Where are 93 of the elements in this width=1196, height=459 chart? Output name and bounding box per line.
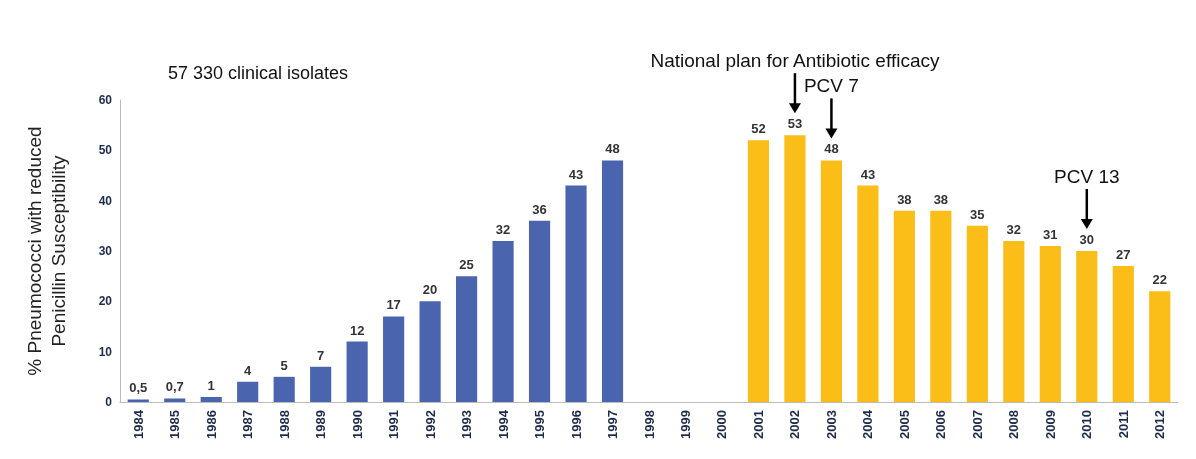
data-label: 17 [386, 297, 401, 313]
bar [1149, 291, 1171, 402]
data-label: 53 [787, 116, 803, 132]
x-tick-label: 2006 [933, 410, 949, 439]
data-label: 4 [244, 362, 253, 378]
data-label: 43 [568, 166, 584, 182]
x-tick-label: 1984 [130, 409, 146, 439]
data-label: 1 [207, 377, 215, 393]
x-tick-label: 2005 [896, 410, 912, 439]
bar [383, 316, 405, 402]
x-tick-label: 1991 [386, 410, 402, 439]
data-label: 43 [860, 166, 876, 182]
x-tick-label: 2007 [969, 410, 985, 439]
data-label: 7 [317, 347, 325, 363]
bar [200, 396, 222, 402]
x-tick-label: 1987 [240, 410, 256, 439]
x-tick-label: 2012 [1152, 410, 1168, 439]
bar [784, 135, 806, 402]
y-tick-label: 20 [98, 294, 113, 309]
x-tick-label: 2002 [787, 410, 803, 439]
bar [966, 225, 988, 402]
y-tick-label: 30 [98, 244, 113, 258]
y-tick-label: 60 [98, 93, 113, 107]
x-tick-label: 1985 [167, 410, 183, 439]
data-label: 30 [1079, 232, 1095, 247]
bar [1039, 245, 1061, 402]
data-label: 31 [1043, 226, 1058, 242]
data-label: 48 [605, 141, 620, 157]
bar [1003, 240, 1025, 402]
x-tick-label: 1996 [568, 410, 584, 439]
data-label: 32 [495, 221, 511, 237]
y-tick-label: 10 [98, 344, 113, 359]
data-label: 35 [970, 206, 985, 222]
x-tick-label: 2010 [1079, 410, 1095, 439]
bar [857, 185, 879, 402]
x-tick-label: 2000 [714, 410, 730, 439]
data-label: 52 [751, 121, 766, 137]
x-tick-label: 1989 [313, 410, 329, 439]
bar [164, 398, 186, 402]
data-label: 38 [933, 191, 949, 207]
data-label: 25 [459, 257, 474, 273]
text: 57 330 clinical isolates [168, 63, 349, 83]
x-tick-label: 1993 [459, 410, 475, 439]
annotation: PCV 7 [803, 75, 859, 97]
x-tick-label: 1988 [276, 410, 292, 439]
x-tick-label: 1992 [422, 410, 438, 439]
bar [127, 399, 149, 402]
x-tick-label: 1994 [495, 409, 511, 439]
data-label: 27 [1116, 247, 1131, 263]
bar [1076, 251, 1098, 402]
data-label: 5 [280, 357, 288, 373]
bar [930, 210, 952, 402]
data-label: 32 [1006, 221, 1022, 237]
data-label: 20 [422, 282, 438, 298]
y-tick-label: 40 [98, 193, 113, 208]
data-label: 0,5 [129, 380, 148, 396]
bar [601, 160, 624, 402]
x-tick-label: 2009 [1042, 410, 1058, 439]
annotation: National plan for Antibiotic efficacy [650, 50, 940, 72]
bar [747, 140, 770, 402]
y-tick-label: 0 [105, 395, 113, 409]
x-tick-label: 2003 [823, 410, 839, 439]
bar [237, 381, 259, 402]
data-label: 48 [824, 141, 839, 157]
x-tick-label: 1997 [605, 410, 621, 439]
x-tick-label: 1998 [641, 410, 657, 439]
y-tick-label: 50 [98, 143, 113, 158]
bar [893, 210, 915, 402]
bar [528, 220, 551, 402]
y-axis-title: % Pneumococci with reduced Penicillin Susceptibility [23, 126, 69, 376]
annotation: PCV 13 [1054, 166, 1120, 187]
bar [565, 185, 587, 402]
data-label: 12 [349, 322, 365, 338]
bar [310, 366, 332, 402]
bar [820, 160, 842, 402]
x-tick-label: 1995 [532, 410, 548, 439]
x-tick-label: 1990 [349, 410, 365, 439]
x-tick-label: 2004 [860, 409, 876, 439]
x-tick-label: 2011 [1115, 410, 1131, 439]
x-tick-label: 2001 [750, 410, 766, 439]
bar [273, 376, 295, 402]
x-tick-label: 2008 [1006, 410, 1022, 439]
bar [456, 276, 478, 402]
bar [346, 341, 368, 402]
bar [419, 301, 441, 402]
data-label: 22 [1152, 272, 1167, 288]
bar [1112, 266, 1134, 402]
bar [492, 240, 514, 402]
data-label: 36 [532, 201, 547, 217]
data-label: 0,7 [165, 379, 184, 395]
data-label: 38 [897, 191, 912, 207]
x-tick-label: 1986 [203, 410, 219, 439]
x-tick-label: 1999 [677, 410, 693, 439]
